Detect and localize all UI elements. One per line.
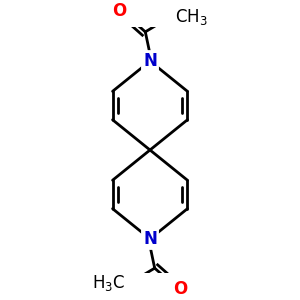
Text: O: O xyxy=(112,2,127,20)
Text: O: O xyxy=(173,280,188,298)
Text: N: N xyxy=(143,230,157,248)
Text: N: N xyxy=(143,52,157,70)
Text: CH$_3$: CH$_3$ xyxy=(175,7,207,27)
Text: H$_3$C: H$_3$C xyxy=(92,273,125,293)
